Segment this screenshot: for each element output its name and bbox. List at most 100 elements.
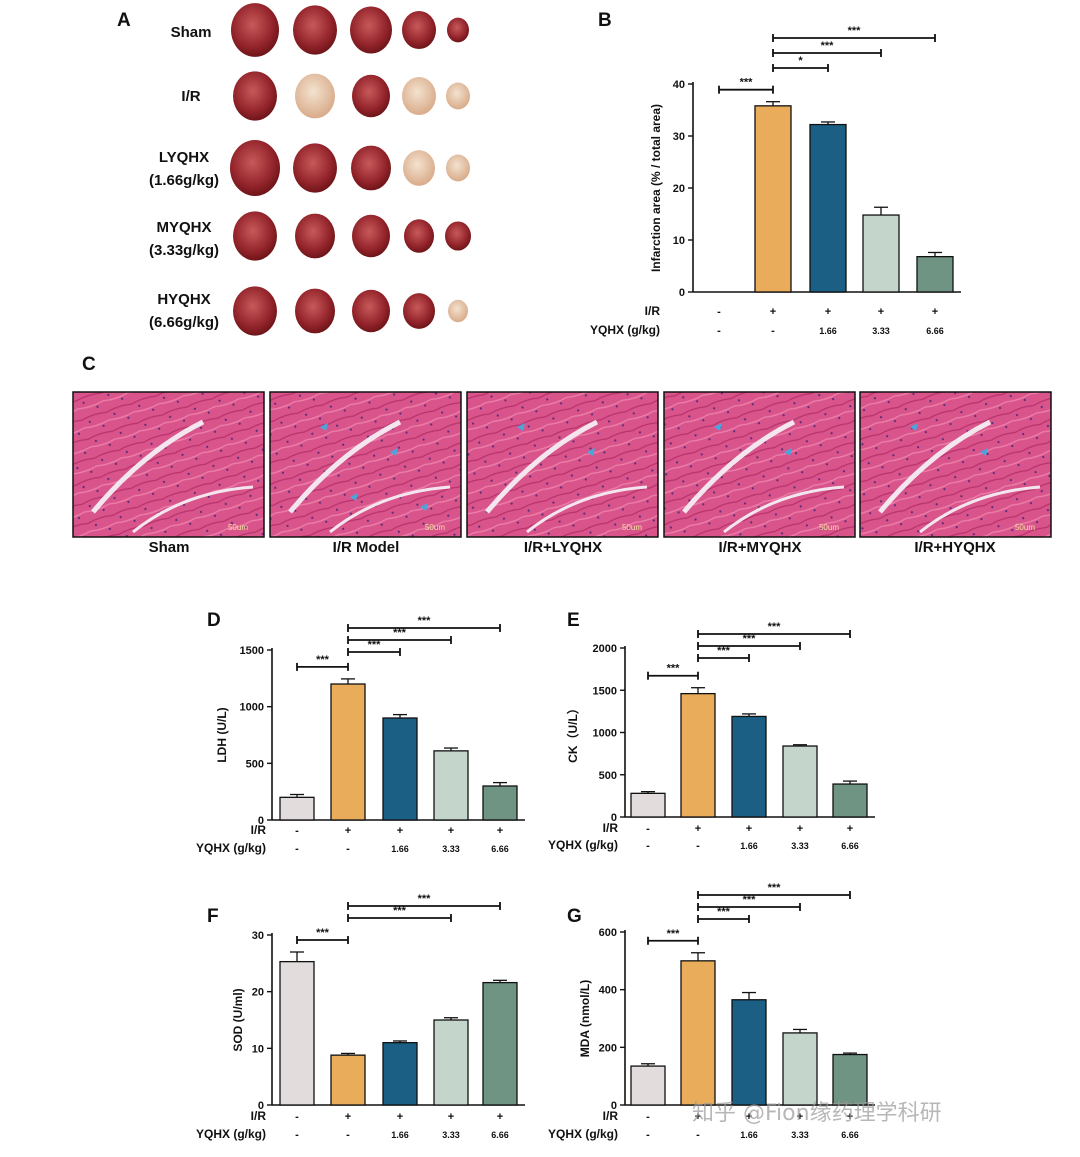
significance-label: *** [768,621,782,633]
infiltration-arrow [390,448,398,456]
y-tick-label: 20 [252,987,264,999]
y-tick-label: 0 [258,815,264,827]
y-tick-label: 500 [246,758,264,770]
condition-ir-value: - [717,306,721,318]
significance-label: *** [316,654,330,666]
heart-slices-image [230,3,471,336]
y-tick-label: 400 [599,985,617,997]
bar [754,105,792,293]
heart-slice [446,154,470,182]
condition-ir-value: + [932,306,938,318]
tissue-gap [91,419,205,514]
condition-dose-value: 1.66 [391,1130,409,1140]
row-label-ir: I/R [603,821,619,835]
chart-mda: 0 200 400 600 MDA (nmol/L) - - + - +1.66 +3.33 +6.6… [548,882,875,1141]
bar [782,745,818,818]
tissue-gap [485,419,599,514]
significance-label: *** [743,894,757,906]
condition-ir-value: + [746,1111,752,1123]
significance-label: *** [821,40,835,52]
bar [809,123,847,293]
condition-ir-value: + [797,1111,803,1123]
condition-dose-value: - [696,840,700,852]
condition-ir-value: + [397,1111,403,1123]
heart-label-hyqhx-dose: (6.66g/kg) [149,314,219,331]
row-label-ir: I/R [645,304,661,318]
condition-dose-value: - [771,325,775,337]
panel-label-a: A [117,10,131,31]
significance-label: *** [368,639,382,651]
heart-slice [352,289,390,333]
bar [630,792,666,818]
panel-label-f: F [207,906,219,927]
condition-dose-value: 3.33 [442,1130,460,1140]
row-label-dose: YQHX (g/kg) [196,841,266,855]
y-tick-label: 30 [673,131,685,143]
bar [433,1019,469,1106]
bar [731,999,767,1106]
heart-slice [403,293,435,329]
heart-slice [230,140,280,196]
heart-slice [404,219,434,253]
bar [433,750,469,821]
infiltration-arrow [420,503,428,511]
panel-label-d: D [207,610,221,631]
significance-label: *** [717,645,731,657]
y-tick-label: 40 [673,79,685,91]
bar [482,785,518,821]
heart-label-myqhx: MYQHX [156,219,211,236]
condition-ir-value: + [397,825,403,837]
condition-ir-value: - [646,1111,650,1123]
histology-label-ir-hyqhx: I/R+HYQHX [914,539,995,556]
infiltration-arrow [980,448,988,456]
heart-slice [402,76,436,116]
tissue-gap [878,419,992,514]
heart-slice [402,10,436,50]
condition-dose-value: - [696,1129,700,1141]
heart-slice [293,143,337,193]
y-tick-label: 600 [599,927,617,939]
significance-label: *** [316,927,330,939]
condition-dose-value: 1.66 [740,841,758,851]
condition-ir-value: + [345,825,351,837]
heart-slice [445,221,471,251]
panel-label-g: G [567,906,582,927]
heart-slice [231,3,279,57]
significance-label: *** [418,615,432,627]
heart-label-sham: Sham [171,24,212,41]
infiltration-arrow [320,423,328,431]
y-tick-label: 1500 [593,685,617,697]
significance-label: * [798,55,803,67]
row-label-ir: I/R [251,823,267,837]
scale-bar-label: 50um [425,523,445,532]
condition-ir-value: + [797,823,803,835]
significance-label: *** [768,882,782,894]
condition-dose-value: - [646,1129,650,1141]
heart-slice [293,5,337,55]
condition-dose-value: 6.66 [841,1130,859,1140]
heart-label-myqhx-dose: (3.33g/kg) [149,242,219,259]
condition-ir-value: + [695,823,701,835]
histology-panels: Sham I/R Model I/R+LYQHX I/R+MYQHX I/R+H… [72,391,1052,556]
scale-bar-label: 50um [622,523,642,532]
condition-ir-value: + [770,306,776,318]
significance-label: *** [848,25,862,37]
bar [731,715,767,818]
significance-label: *** [717,906,731,918]
heart-slice [350,6,392,54]
scale-bar-label: 50um [1015,523,1035,532]
tissue-gap [919,485,1041,534]
bar [862,214,900,293]
infiltration-arrow [714,423,722,431]
bar [382,717,418,821]
row-label-dose: YQHX (g/kg) [548,838,618,852]
condition-ir-value: + [448,825,454,837]
infiltration-arrow [784,448,792,456]
y-tick-label: 0 [611,1100,617,1112]
bar [330,683,366,821]
heart-slice [233,71,277,121]
y-axis-label: Infarction area (% / total area) [649,104,663,272]
heart-label-lyqhx-dose: (1.66g/kg) [149,172,219,189]
heart-slice [352,214,390,258]
